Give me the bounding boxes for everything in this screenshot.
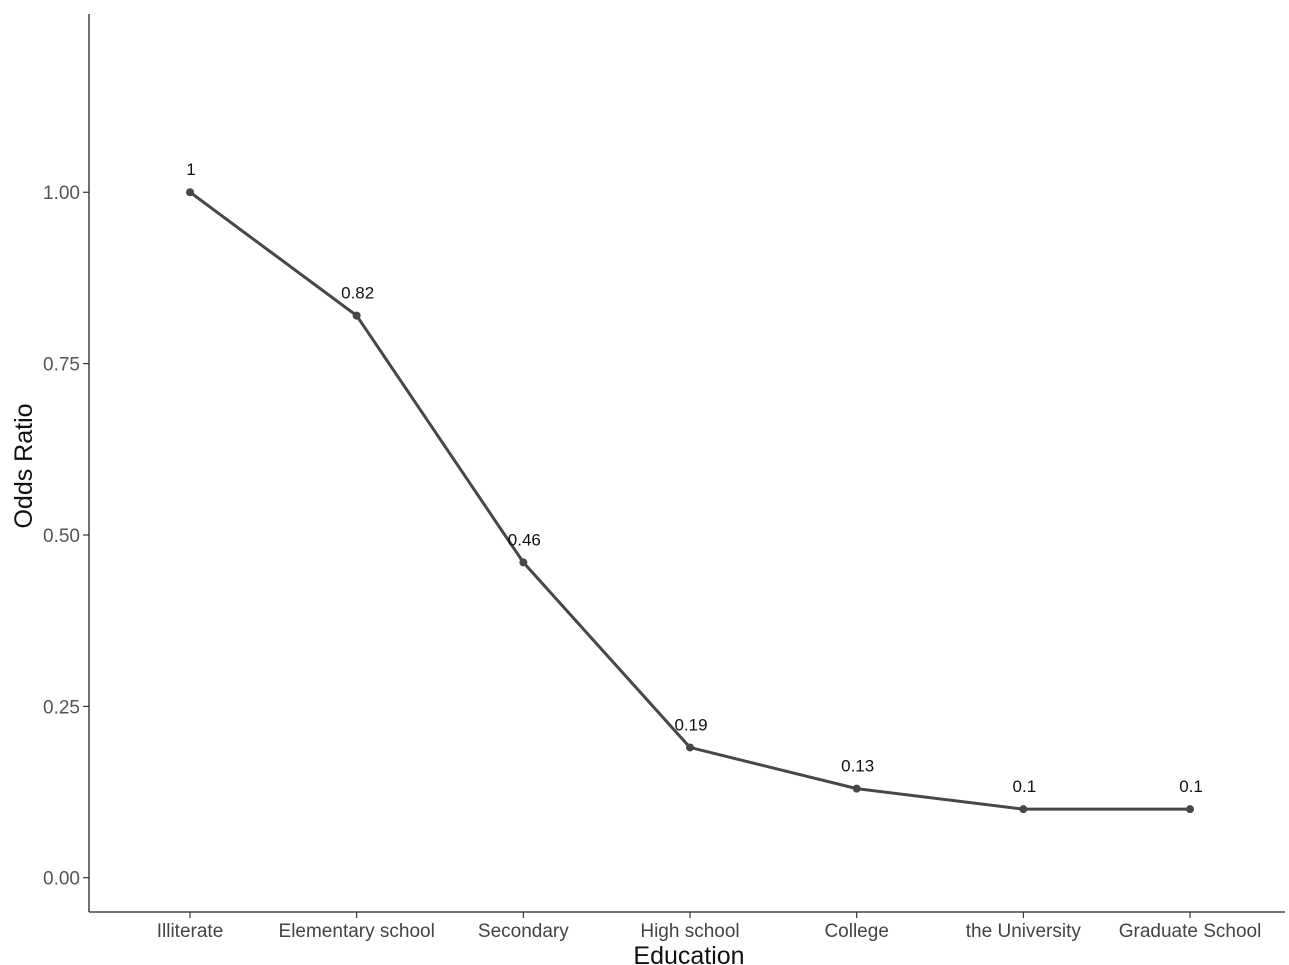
data-label: 0.46: [508, 530, 541, 549]
y-axis-title: Odds Ratio: [10, 403, 38, 528]
data-label: 1: [186, 160, 195, 179]
y-axis-ticks: 0.00 0.25 0.50 0.75 1.00: [43, 183, 89, 890]
y-tick-label: 0.75: [43, 355, 80, 376]
x-axis-ticks: Illiterate Elementary school Secondary High…: [157, 912, 1262, 942]
data-points-group: [186, 188, 1195, 814]
x-tick-label: Secondary: [478, 921, 569, 942]
x-tick-label: Illiterate: [157, 921, 224, 942]
y-tick-label: 0.25: [43, 697, 80, 718]
data-point: [852, 784, 861, 793]
y-tick-label: 0.00: [43, 869, 80, 890]
data-point: [186, 188, 194, 197]
x-axis-title: Education: [633, 942, 744, 965]
data-labels-group: 1 0.82 0.46 0.19 0.13 0.1 0.1: [186, 160, 1203, 796]
axes: [88, 14, 1285, 913]
x-tick-label: High school: [640, 921, 739, 942]
data-point: [1186, 805, 1195, 814]
data-point: [1019, 805, 1028, 814]
y-tick-label: 1.00: [43, 183, 80, 204]
data-point: [686, 743, 695, 752]
x-tick-label: Graduate School: [1119, 921, 1262, 942]
data-point: [352, 311, 361, 320]
y-tick-label: 0.50: [43, 526, 80, 547]
data-label: 0.1: [1179, 777, 1203, 796]
x-tick-label: Elementary school: [279, 921, 435, 942]
data-label: 0.13: [841, 757, 874, 776]
x-tick-label: the University: [966, 921, 1082, 942]
data-label: 0.82: [341, 284, 374, 303]
data-point: [519, 558, 528, 567]
data-label: 0.1: [1013, 777, 1037, 796]
x-tick-label: College: [824, 921, 888, 942]
data-label: 0.19: [674, 715, 707, 734]
